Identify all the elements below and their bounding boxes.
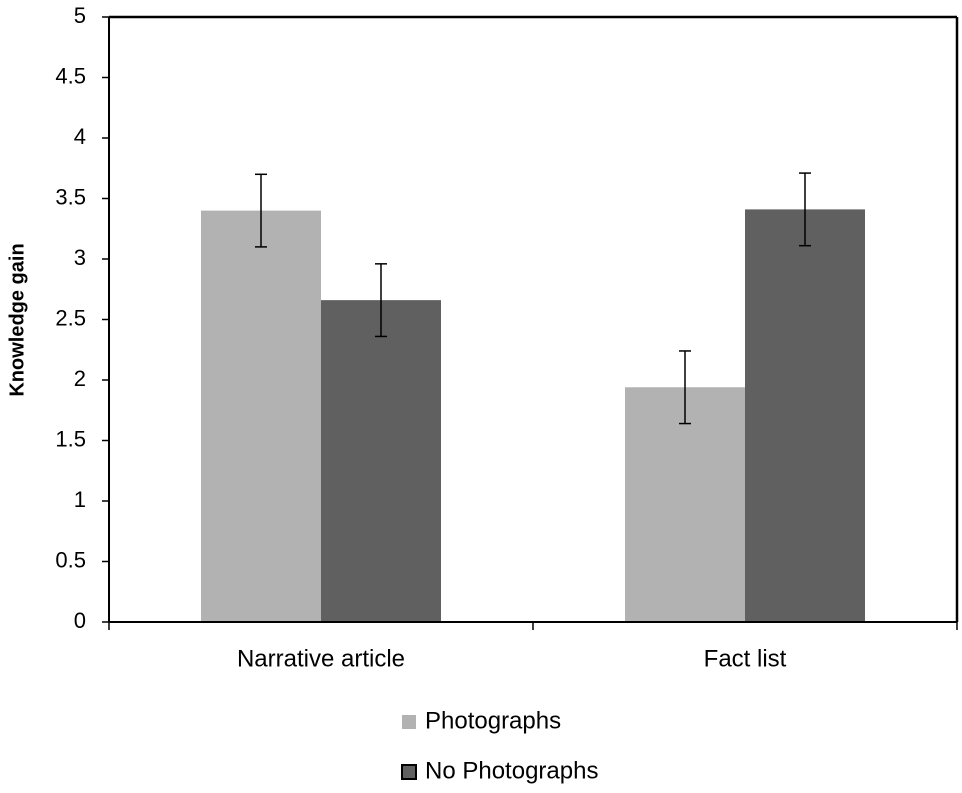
x-tick-label: Narrative article (237, 645, 405, 672)
y-tick-label: 3.5 (55, 184, 86, 209)
y-axis-title: Knowledge gain (6, 243, 28, 396)
legend-label: No Photographs (425, 757, 598, 784)
y-tick-label: 0 (74, 608, 86, 633)
bar (321, 300, 441, 622)
legend-swatch (401, 764, 417, 780)
bar (201, 210, 321, 622)
y-tick-label: 2.5 (55, 305, 86, 330)
legend-swatch (402, 715, 416, 729)
bar (625, 387, 745, 622)
y-tick-label: 3 (74, 245, 86, 270)
y-tick-label: 1.5 (55, 426, 86, 451)
y-tick-label: 4.5 (55, 63, 86, 88)
y-tick-label: 4 (74, 124, 86, 149)
y-tick-label: 5 (74, 3, 86, 28)
legend-label: Photographs (425, 707, 561, 734)
y-tick-label: 2 (74, 366, 86, 391)
y-tick-label: 0.5 (55, 547, 86, 572)
x-tick-label: Fact list (704, 645, 787, 672)
y-tick-label: 1 (74, 487, 86, 512)
bar (745, 209, 865, 622)
